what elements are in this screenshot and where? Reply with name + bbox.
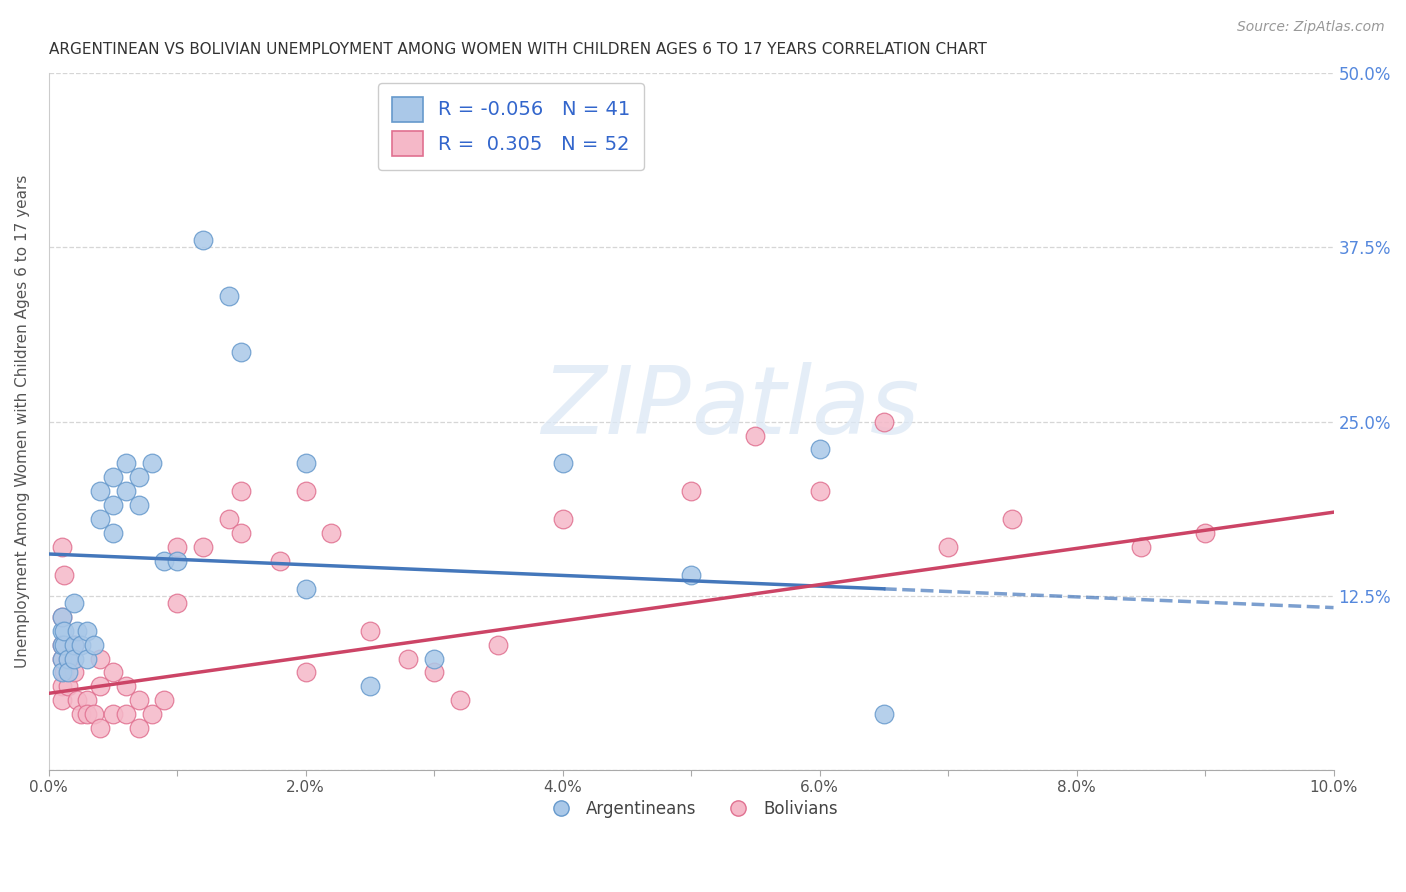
Point: [359, 679, 381, 693]
Point: [63, 596, 86, 610]
Point: [114, 457, 136, 471]
Point: [359, 624, 381, 638]
Point: [76, 707, 98, 722]
Point: [63, 638, 86, 652]
Point: [294, 582, 316, 596]
Point: [51, 609, 73, 624]
Point: [114, 679, 136, 693]
Text: atlas: atlas: [692, 362, 920, 453]
Point: [51, 638, 73, 652]
Point: [114, 707, 136, 722]
Point: [218, 512, 240, 526]
Point: [423, 665, 446, 680]
Y-axis label: Unemployment Among Women with Children Ages 6 to 17 years: Unemployment Among Women with Children A…: [15, 175, 30, 668]
Point: [423, 651, 446, 665]
Point: [153, 554, 176, 568]
Point: [51, 609, 73, 624]
Point: [873, 415, 896, 429]
Point: [101, 498, 124, 512]
Point: [218, 289, 240, 303]
Point: [101, 665, 124, 680]
Point: [191, 234, 214, 248]
Point: [166, 554, 188, 568]
Point: [681, 484, 703, 499]
Point: [153, 693, 176, 707]
Point: [56, 679, 79, 693]
Point: [51, 693, 73, 707]
Point: [51, 651, 73, 665]
Point: [56, 651, 79, 665]
Point: [53, 665, 76, 680]
Point: [873, 707, 896, 722]
Point: [63, 638, 86, 652]
Point: [83, 638, 105, 652]
Point: [166, 596, 188, 610]
Point: [76, 693, 98, 707]
Point: [449, 693, 471, 707]
Text: ZIP: ZIP: [541, 362, 692, 453]
Point: [66, 624, 89, 638]
Point: [53, 624, 76, 638]
Point: [1129, 540, 1152, 554]
Point: [294, 484, 316, 499]
Point: [51, 651, 73, 665]
Point: [486, 638, 509, 652]
Point: [89, 679, 111, 693]
Point: [1194, 526, 1216, 541]
Point: [141, 707, 163, 722]
Point: [89, 484, 111, 499]
Point: [51, 540, 73, 554]
Point: [141, 457, 163, 471]
Point: [70, 707, 93, 722]
Point: [56, 651, 79, 665]
Point: [66, 693, 89, 707]
Point: [56, 665, 79, 680]
Point: [398, 651, 420, 665]
Point: [808, 442, 831, 457]
Point: [101, 526, 124, 541]
Point: [681, 568, 703, 582]
Point: [53, 638, 76, 652]
Point: [76, 624, 98, 638]
Point: [83, 707, 105, 722]
Point: [231, 345, 253, 359]
Point: [551, 457, 574, 471]
Point: [89, 512, 111, 526]
Text: ARGENTINEAN VS BOLIVIAN UNEMPLOYMENT AMONG WOMEN WITH CHILDREN AGES 6 TO 17 YEAR: ARGENTINEAN VS BOLIVIAN UNEMPLOYMENT AMO…: [49, 42, 987, 57]
Point: [551, 512, 574, 526]
Point: [76, 651, 98, 665]
Point: [294, 665, 316, 680]
Point: [321, 526, 343, 541]
Point: [128, 498, 150, 512]
Point: [101, 707, 124, 722]
Point: [128, 693, 150, 707]
Point: [51, 665, 73, 680]
Point: [63, 651, 86, 665]
Point: [51, 624, 73, 638]
Point: [449, 108, 471, 122]
Point: [63, 665, 86, 680]
Point: [231, 526, 253, 541]
Point: [128, 470, 150, 484]
Point: [231, 484, 253, 499]
Point: [51, 679, 73, 693]
Point: [89, 721, 111, 735]
Point: [128, 721, 150, 735]
Point: [101, 470, 124, 484]
Point: [53, 568, 76, 582]
Point: [936, 540, 959, 554]
Point: [191, 540, 214, 554]
Point: [269, 554, 291, 568]
Point: [70, 638, 93, 652]
Point: [166, 540, 188, 554]
Point: [744, 428, 766, 442]
Legend: Argentineans, Bolivians: Argentineans, Bolivians: [537, 793, 845, 824]
Point: [808, 484, 831, 499]
Point: [51, 638, 73, 652]
Text: Source: ZipAtlas.com: Source: ZipAtlas.com: [1237, 20, 1385, 34]
Point: [294, 457, 316, 471]
Point: [1001, 512, 1024, 526]
Point: [114, 484, 136, 499]
Point: [89, 651, 111, 665]
